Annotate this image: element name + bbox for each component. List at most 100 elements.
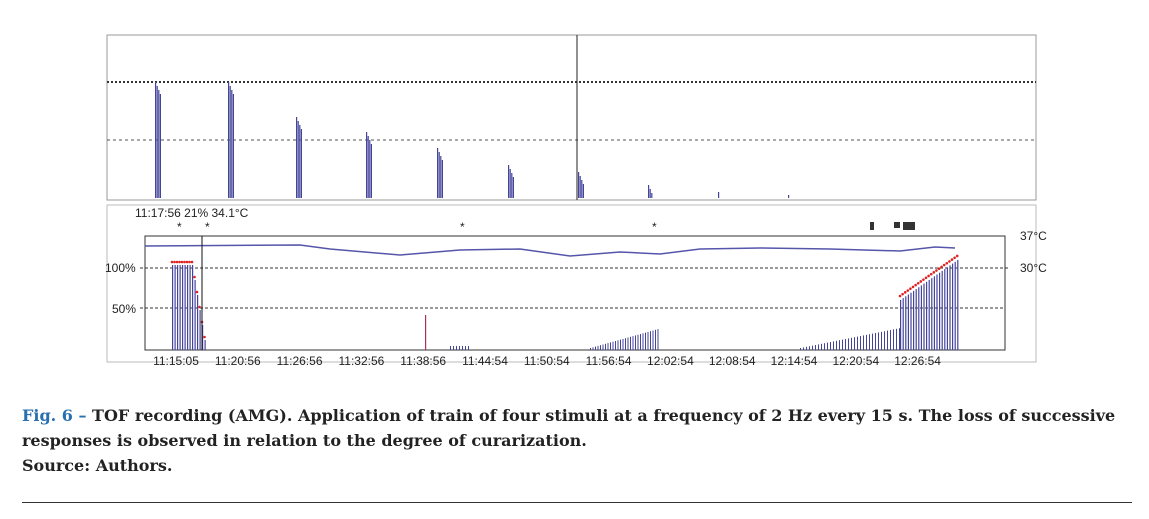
bar	[194, 280, 196, 350]
dot	[935, 269, 938, 272]
bar	[622, 338, 624, 350]
bar	[842, 339, 843, 350]
bar	[893, 329, 894, 350]
bar	[229, 86, 231, 198]
bar	[437, 148, 439, 198]
bar	[902, 298, 904, 350]
bar	[910, 292, 912, 350]
bar	[199, 310, 201, 350]
bar	[192, 265, 194, 350]
bar	[299, 125, 301, 198]
bar	[928, 279, 930, 350]
rule	[22, 502, 1132, 503]
bar	[815, 345, 816, 350]
bar	[809, 346, 810, 350]
plot-box	[144, 235, 1006, 351]
bar	[913, 290, 915, 350]
dot	[188, 260, 191, 264]
bar	[851, 337, 852, 350]
bar	[607, 343, 609, 350]
bar	[812, 345, 813, 350]
bar	[899, 328, 900, 350]
bar	[615, 341, 616, 350]
dot	[185, 260, 189, 264]
time-labels: 11:15:05 11:20:56 11:26:56 11:32:56 11:38:56…	[153, 354, 941, 368]
dot	[922, 278, 925, 281]
caption-label: Fig. 6 –	[22, 406, 87, 425]
time-label: 11:56:54	[586, 354, 632, 368]
caption-source: Source: Authors.	[22, 456, 173, 475]
dot	[953, 256, 956, 260]
bar	[465, 346, 466, 350]
bar	[232, 94, 234, 198]
bar	[592, 347, 594, 350]
time-label: 11:15:05	[153, 354, 199, 368]
bar	[854, 337, 855, 350]
bar	[625, 338, 626, 350]
icons	[870, 222, 915, 230]
time-label: 12:26:54	[894, 354, 941, 368]
bar	[800, 348, 801, 350]
caption: Fig. 6 – TOF recording (AMG). Applicatio…	[22, 403, 1122, 478]
dot	[932, 271, 936, 274]
dot	[183, 260, 186, 264]
bar	[172, 265, 174, 350]
bar	[824, 343, 825, 350]
bar	[179, 265, 181, 350]
bar	[645, 332, 646, 350]
bar	[450, 346, 451, 350]
bar	[231, 90, 233, 198]
bar	[857, 336, 858, 350]
bar	[896, 328, 897, 350]
bar	[933, 276, 935, 350]
dot	[945, 261, 949, 265]
bar	[650, 331, 651, 350]
dot	[906, 289, 910, 292]
bar	[462, 346, 463, 350]
dot	[898, 294, 902, 298]
bar	[155, 82, 157, 198]
bar	[582, 184, 584, 198]
time-label: 12:02:54	[647, 354, 694, 368]
bar	[511, 173, 513, 198]
dot	[190, 260, 194, 264]
bar	[204, 340, 206, 350]
bar	[187, 265, 189, 350]
bar	[907, 294, 909, 350]
dot	[955, 254, 959, 258]
bar	[936, 274, 938, 350]
bar	[509, 169, 511, 198]
dot	[927, 274, 930, 278]
bar	[182, 265, 184, 350]
bar	[923, 283, 925, 350]
bar	[610, 342, 611, 350]
bar	[884, 331, 885, 350]
bar	[941, 270, 943, 350]
bar	[890, 330, 891, 350]
dot	[950, 258, 954, 261]
bar	[366, 132, 368, 198]
bar	[647, 331, 649, 350]
bar	[300, 129, 302, 198]
bar	[866, 334, 867, 350]
bar	[869, 334, 870, 350]
bar	[177, 265, 179, 350]
bar	[920, 285, 922, 350]
bar	[833, 341, 834, 350]
dot	[919, 280, 923, 283]
marker: *	[177, 220, 182, 234]
bar	[508, 165, 510, 198]
marker: *	[652, 220, 657, 234]
bar	[836, 340, 837, 350]
dot	[942, 263, 946, 267]
bar	[440, 156, 442, 198]
bar	[579, 176, 581, 198]
y-label: 100%	[105, 261, 136, 275]
bar	[944, 269, 946, 350]
bar	[915, 289, 917, 350]
marker: *	[205, 220, 210, 234]
bar	[297, 121, 299, 198]
dot	[198, 305, 201, 309]
dot	[903, 291, 907, 294]
